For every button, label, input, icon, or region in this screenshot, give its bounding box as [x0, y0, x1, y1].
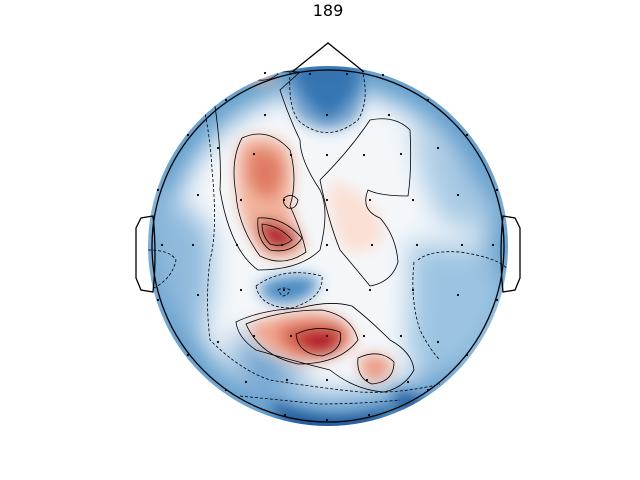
sensor-59 — [224, 98, 228, 102]
right-ear — [500, 215, 521, 293]
sensor-markers — [156, 71, 499, 422]
sensor-49 — [325, 418, 329, 422]
sensor-12 — [362, 153, 366, 157]
sensor-26 — [370, 243, 374, 247]
sensor-56 — [465, 133, 469, 137]
sensor-44 — [285, 378, 289, 382]
sensor-1 — [263, 71, 267, 75]
sensor-34 — [411, 288, 415, 292]
sensor-31 — [282, 288, 286, 292]
sensor-11 — [325, 153, 329, 157]
sensor-7 — [387, 113, 391, 117]
sensor-52 — [495, 188, 499, 192]
sensor-25 — [325, 243, 329, 247]
sensor-10 — [289, 153, 293, 157]
sensor-39 — [325, 334, 329, 338]
sensor-20 — [411, 198, 415, 202]
sensor-28 — [460, 243, 464, 247]
sensor-2 — [308, 72, 312, 76]
left-ear — [135, 215, 156, 293]
sensor-3 — [345, 72, 349, 76]
sensor-61 — [224, 388, 228, 392]
sensor-54 — [495, 298, 499, 302]
sensor-16 — [239, 198, 243, 202]
head-circle — [151, 69, 505, 423]
sensor-58 — [465, 353, 469, 357]
sensor-9 — [252, 152, 256, 156]
sensor-60 — [426, 98, 430, 102]
sensor-13 — [399, 152, 403, 156]
sensor-43 — [244, 380, 248, 384]
sensor-46 — [365, 378, 369, 382]
sensor-62 — [426, 388, 430, 392]
sensor-19 — [368, 198, 372, 202]
sensor-14 — [436, 146, 440, 150]
sensor-55 — [186, 133, 190, 137]
sensor-29 — [196, 293, 200, 297]
sensor-50 — [367, 413, 371, 417]
sensor-27 — [415, 243, 419, 247]
sensor-40 — [362, 334, 366, 338]
sensor-33 — [368, 288, 372, 292]
sensor-41 — [399, 334, 403, 338]
sensor-45 — [325, 378, 329, 382]
sensor-30 — [239, 288, 243, 292]
sensor-36 — [216, 340, 220, 344]
sensor-21 — [456, 193, 460, 197]
sensor-42 — [436, 340, 440, 344]
sensor-48 — [283, 413, 287, 417]
potential-field — [148, 66, 508, 426]
sensor-37 — [252, 334, 256, 338]
chart-title: 189 — [312, 1, 344, 20]
sensor-17 — [282, 198, 286, 202]
sensor-15 — [196, 193, 200, 197]
sensor-35 — [456, 293, 460, 297]
sensor-5 — [263, 113, 267, 117]
sensor-64 — [491, 243, 495, 247]
sensor-22 — [191, 243, 195, 247]
sensor-32 — [325, 288, 329, 292]
sensor-4 — [381, 73, 385, 77]
sensor-38 — [289, 334, 293, 338]
nose-marker — [291, 42, 365, 73]
sensor-51 — [156, 188, 160, 192]
sensor-53 — [156, 298, 160, 302]
sensor-8 — [216, 146, 220, 150]
sensor-24 — [280, 243, 284, 247]
sensor-18 — [325, 198, 329, 202]
sensor-47 — [406, 380, 410, 384]
sensor-63 — [160, 243, 164, 247]
sensor-57 — [186, 353, 190, 357]
sensor-23 — [235, 243, 239, 247]
head-outline — [135, 42, 521, 423]
sensor-6 — [325, 113, 329, 117]
